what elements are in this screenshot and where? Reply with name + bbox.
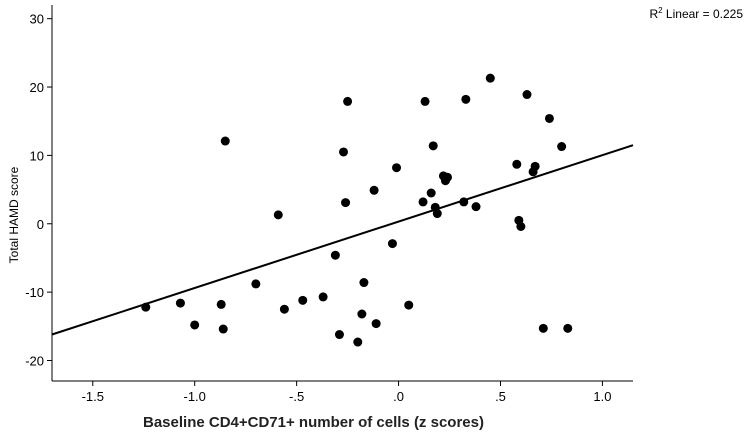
- data-point: [461, 94, 471, 104]
- data-point: [216, 299, 226, 309]
- data-point: [516, 221, 526, 231]
- x-tick-label: .0: [393, 389, 404, 404]
- x-ticks: -1.5 -1.0 -.5 .0 .5 1.0: [82, 381, 611, 404]
- x-tick-label: -.5: [289, 389, 304, 404]
- data-point: [190, 320, 200, 330]
- data-point: [359, 278, 369, 288]
- data-point: [432, 209, 442, 219]
- data-point: [341, 198, 351, 208]
- data-point: [428, 141, 438, 151]
- y-tick-label: 10: [30, 148, 44, 163]
- data-point: [420, 96, 430, 106]
- data-point: [522, 90, 532, 100]
- y-tick-label: 30: [30, 12, 44, 27]
- data-point: [544, 113, 554, 123]
- data-point: [357, 309, 367, 319]
- x-tick-label: 1.0: [593, 389, 611, 404]
- data-point: [418, 197, 428, 207]
- data-point: [485, 73, 495, 83]
- data-point: [512, 159, 522, 169]
- data-point: [318, 292, 328, 302]
- y-tick-label: -20: [25, 353, 44, 368]
- data-point: [353, 337, 363, 347]
- x-tick-label: -1.0: [183, 389, 205, 404]
- data-point: [557, 142, 567, 152]
- data-point: [218, 324, 228, 334]
- data-point: [387, 239, 397, 249]
- data-points: [141, 73, 573, 347]
- x-tick-label: .5: [495, 389, 506, 404]
- data-point: [530, 161, 540, 171]
- data-point: [279, 304, 289, 314]
- data-point: [442, 172, 452, 182]
- y-tick-label: 20: [30, 80, 44, 95]
- data-point: [371, 319, 381, 329]
- fit-line: [51, 144, 634, 336]
- data-point: [563, 323, 573, 333]
- data-point: [369, 185, 379, 195]
- data-point: [538, 323, 548, 333]
- data-point: [339, 147, 349, 157]
- data-point: [471, 202, 481, 212]
- data-point: [251, 279, 261, 289]
- data-point: [220, 136, 230, 146]
- data-point: [141, 302, 151, 312]
- data-point: [330, 250, 340, 260]
- y-ticks: -20 -10 0 10 20 30: [25, 12, 52, 368]
- data-point: [459, 197, 469, 207]
- data-point: [426, 188, 436, 198]
- y-tick-label: -10: [25, 285, 44, 300]
- data-point: [404, 300, 414, 310]
- r2-superscript: 2: [658, 6, 663, 15]
- data-point: [175, 298, 185, 308]
- x-axis-label: Baseline CD4+CD71+ number of cells (z sc…: [143, 414, 484, 431]
- data-point: [392, 163, 402, 173]
- r2-annotation: R2 Linear = 0.225: [649, 6, 743, 21]
- data-point: [298, 295, 308, 305]
- y-axis-label-wrap: Total HAMD score: [0, 0, 21, 436]
- r2-text: Linear = 0.225: [662, 7, 743, 21]
- data-point: [343, 96, 353, 106]
- y-tick-label: 0: [37, 217, 44, 232]
- x-tick-label: -1.5: [82, 389, 104, 404]
- data-point: [334, 330, 344, 340]
- r2-prefix: R: [649, 7, 659, 21]
- data-point: [273, 210, 283, 220]
- y-axis-label: Total HAMD score: [7, 166, 21, 264]
